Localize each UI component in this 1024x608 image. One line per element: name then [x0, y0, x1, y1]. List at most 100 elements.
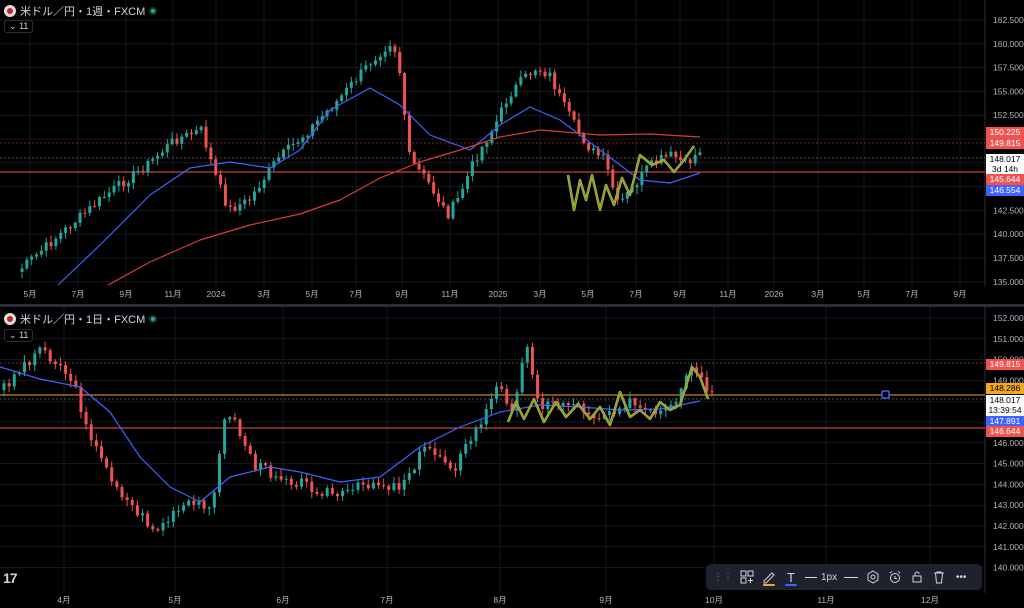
daily-candle [156, 528, 160, 531]
daily-candle [382, 485, 386, 487]
weekly-candle [398, 52, 402, 74]
weekly-candle [470, 161, 474, 177]
weekly-candle [59, 232, 63, 239]
price-axis-label: 144.000 [993, 479, 1024, 489]
daily-candle [525, 346, 529, 363]
daily-candle [79, 387, 83, 413]
weekly-candle [257, 187, 261, 192]
daily-candle [643, 407, 647, 410]
time-axis-label: 3月 [257, 289, 270, 299]
pencil-glyph [763, 572, 775, 584]
daily-candle [151, 526, 155, 529]
daily-candle [407, 473, 411, 480]
daily-chart-canvas[interactable]: 152.000151.000150.000149.000148.000147.0… [0, 307, 1024, 608]
daily-candle [418, 451, 422, 470]
daily-candle [520, 362, 524, 393]
daily-indicator-count: 11 [19, 330, 29, 340]
weekly-symbol-title[interactable]: 米ドル／円・1週・FXCM [20, 6, 146, 18]
text-color-swatch [785, 584, 797, 586]
weekly-candle [39, 250, 43, 255]
settings-gear-icon[interactable] [862, 564, 884, 590]
daily-candle [176, 510, 180, 512]
daily-candle [659, 410, 663, 415]
weekly-chart-pane[interactable]: 162.500160.000157.500155.000152.500150.0… [0, 0, 1024, 304]
weekly-candle [252, 191, 256, 201]
price-axis-label: 160.000 [993, 39, 1024, 49]
daily-candle [710, 391, 714, 393]
price-tag: 148.017 [986, 154, 1024, 165]
weekly-candle [141, 170, 145, 173]
line-style-icon[interactable] [840, 564, 862, 590]
weekly-candle [93, 206, 97, 208]
pane-divider[interactable] [0, 304, 1024, 307]
weekly-candle [688, 159, 692, 164]
time-axis-label: 3月 [533, 289, 546, 299]
daily-candle [69, 373, 73, 381]
daily-symbol-title[interactable]: 米ドル／円・1日・FXCM [20, 314, 146, 326]
weekly-chart-canvas[interactable]: 162.500160.000157.500155.000152.500150.0… [0, 0, 1024, 304]
weekly-candle [44, 242, 48, 251]
weekly-candle [88, 206, 92, 213]
alert-clock-icon[interactable] [884, 564, 906, 590]
weekly-candle [475, 160, 479, 162]
price-tag: 3d 14h [986, 164, 1024, 175]
weekly-candle [199, 126, 203, 131]
price-tag: 146.554 [986, 185, 1024, 196]
daily-candle [253, 453, 257, 470]
weekly-candle [509, 96, 513, 104]
price-axis-label: 162.500 [993, 15, 1024, 25]
trash-icon[interactable] [928, 564, 950, 590]
daily-indicator-badge[interactable]: ⌄ 11 [4, 329, 34, 342]
weekly-candle [175, 138, 179, 144]
weekly-candle [344, 87, 348, 96]
line-color-pencil-icon[interactable] [758, 564, 780, 590]
daily-zigzag-green [507, 366, 709, 426]
weekly-candle [315, 120, 319, 125]
weekly-candle [432, 182, 436, 194]
weekly-candle [495, 121, 499, 132]
daily-candle [551, 401, 555, 403]
daily-candle [238, 419, 242, 437]
time-axis-label: 5月 [168, 595, 181, 605]
daily-candle [223, 419, 227, 454]
daily-chart-pane[interactable]: 152.000151.000150.000149.000148.000147.0… [0, 307, 1024, 608]
templates-icon[interactable] [736, 564, 758, 590]
daily-candle [366, 484, 370, 489]
weekly-candle [427, 173, 431, 183]
drag-handle-icon[interactable]: ⋮⋮ [713, 571, 733, 583]
weekly-candle [364, 65, 368, 70]
daily-candle [48, 350, 52, 362]
daily-candle [341, 490, 345, 497]
weekly-candle [73, 222, 77, 229]
daily-candle [402, 479, 406, 490]
lock-icon[interactable] [906, 564, 928, 590]
daily-candle [397, 483, 401, 490]
weekly-candle [674, 151, 678, 158]
daily-candle [638, 405, 642, 408]
chevron-down-icon: ⌄ [9, 21, 17, 31]
daily-candle [12, 374, 16, 387]
weekly-candle [267, 167, 271, 180]
daily-candle [571, 404, 575, 406]
weekly-candle [514, 84, 518, 97]
daily-candle [633, 398, 637, 406]
weekly-candle [30, 256, 34, 260]
daily-candle [146, 513, 150, 527]
line-width-button[interactable]: 1px [802, 564, 840, 590]
text-color-icon[interactable]: T [780, 564, 802, 590]
weekly-candle [664, 155, 668, 157]
weekly-candle [282, 149, 286, 158]
price-tag: 149.815 [986, 138, 1024, 149]
daily-candle [505, 388, 509, 404]
weekly-candle [194, 130, 198, 135]
more-options-icon[interactable]: ••• [955, 571, 967, 583]
weekly-candle [190, 132, 193, 135]
time-axis-label: 7月 [629, 289, 642, 299]
daily-candle [674, 402, 678, 405]
time-axis-label: 11月 [441, 289, 458, 299]
time-axis-label: 9月 [599, 595, 612, 605]
weekly-candle [524, 73, 528, 78]
tradingview-logo-icon[interactable]: 17 [3, 570, 18, 586]
daily-candle [269, 465, 273, 478]
weekly-indicator-badge[interactable]: ⌄ 11 [4, 20, 34, 33]
